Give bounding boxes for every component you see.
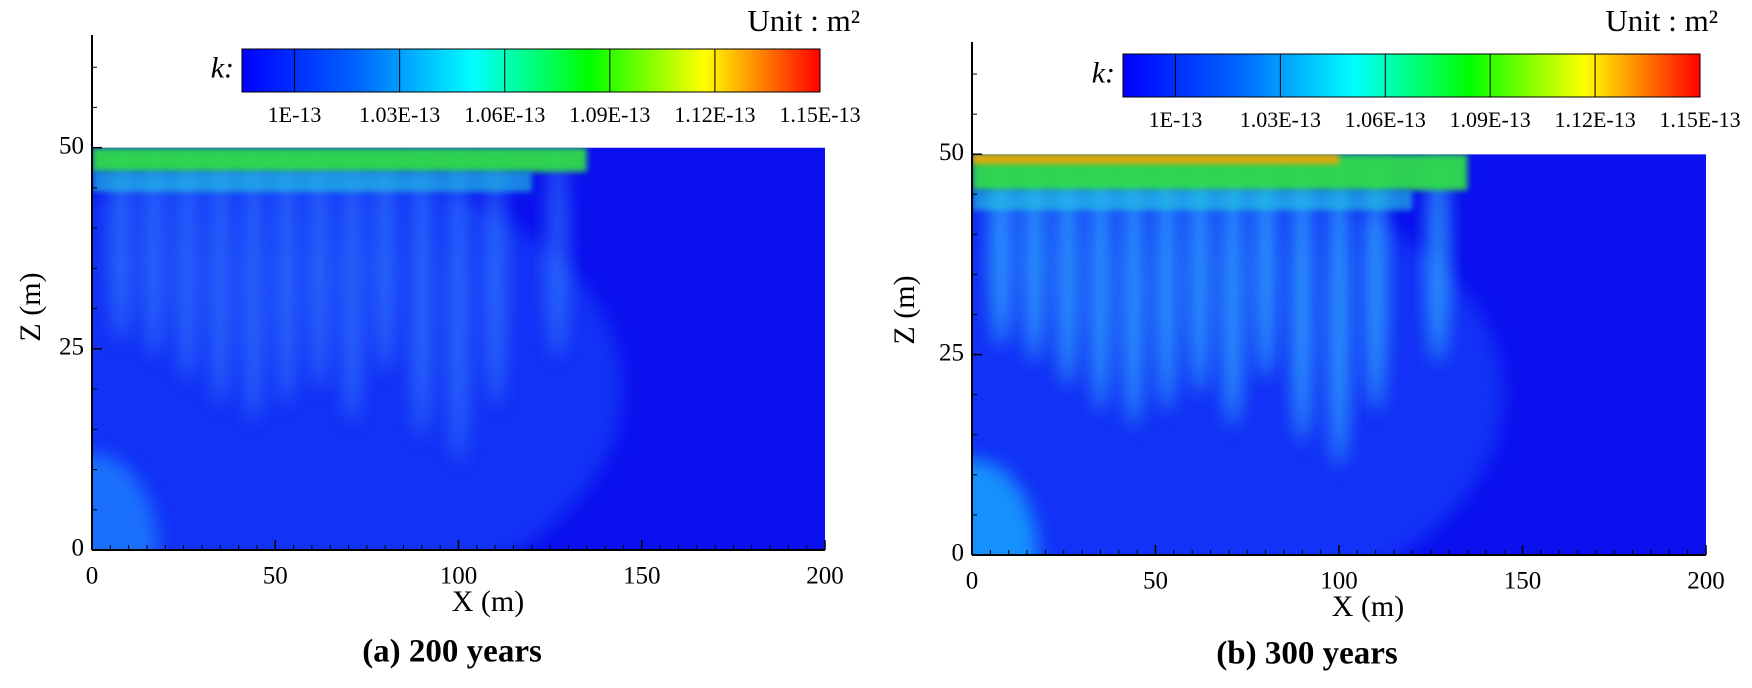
field-finger [274,147,298,406]
field [972,154,1706,555]
field-finger [175,147,200,382]
field [92,147,825,550]
field-finger [1220,154,1245,427]
x-tick-label: 100 [440,563,478,590]
field-finger [340,147,364,422]
field-top-band-cyan [92,171,532,192]
x-tick-label: 50 [263,563,288,590]
field-finger [1187,154,1212,395]
field-finger [1154,154,1179,411]
y-tick-label: 25 [939,339,964,366]
field-finger [1363,154,1388,411]
x-tick-label: 0 [86,563,99,590]
field-finger [1426,154,1450,363]
field-finger [373,147,397,373]
field-top-band [92,147,587,172]
colorbar-tick-label: 1.12E-13 [674,102,755,127]
colorbar-tick-label: 1.03E-13 [359,102,440,127]
x-tick-label: 0 [966,568,979,595]
x-tick-label: 200 [1687,568,1725,595]
field-finger [109,147,134,341]
colorbar-unit: Unit : m² [1605,3,1718,38]
field-finger [1290,154,1315,443]
y-axis-label: Z (m) [888,275,921,344]
y-tick-label: 50 [59,132,84,159]
x-tick-label: 100 [1320,568,1358,595]
field-finger [1055,154,1080,387]
colorbar-tick-label: 1.09E-13 [569,102,650,127]
field-top-band-cyan [972,190,1413,211]
field-finger [545,147,570,357]
colorbar-tick-label: 1.12E-13 [1554,107,1635,132]
x-tick-label: 150 [1504,568,1542,595]
y-axis-label: Z (m) [14,272,47,341]
x-axis-label: X (m) [452,585,524,618]
field-finger [1327,154,1351,467]
x-axis-label: X (m) [1332,590,1404,623]
panel-title: (a) 200 years [362,634,542,670]
y-tick-label: 50 [939,139,964,166]
field-finger [1088,154,1113,411]
panel-title: (b) 300 years [1216,636,1398,672]
colorbar [241,48,821,93]
colorbar-label: k: [1092,56,1115,89]
field-finger [446,147,471,462]
colorbar-tick-label: 1.15E-13 [779,102,860,127]
field-finger [307,147,331,390]
y-tick-label: 0 [952,540,965,567]
field-finger [241,147,265,422]
x-tick-label: 50 [1143,568,1168,595]
colorbar-tick-label: 1.15E-13 [1659,107,1740,132]
y-tick-label: 0 [72,535,85,562]
x-tick-label: 200 [806,563,844,590]
colorbar-label: k: [211,51,234,84]
colorbar [1122,53,1701,98]
colorbar-tick-label: 1E-13 [268,102,322,127]
colorbar-tick-label: 1E-13 [1149,107,1203,132]
field-finger [410,147,434,438]
colorbar-tick-label: 1.03E-13 [1240,107,1321,132]
field-finger [208,147,233,406]
field-finger [142,147,167,357]
field-corner [972,458,1039,555]
field-finger [483,147,507,406]
x-tick-label: 150 [623,563,661,590]
y-tick-label: 25 [59,334,84,361]
colorbar-tick-label: 1.09E-13 [1450,107,1531,132]
colorbar-unit: Unit : m² [747,3,860,38]
colorbar-tick-label: 1.06E-13 [1345,107,1426,132]
field-finger [1121,154,1146,427]
field-corner [92,453,158,550]
field-top-hot [972,154,1339,164]
colorbar-tick-label: 1.06E-13 [464,102,545,127]
